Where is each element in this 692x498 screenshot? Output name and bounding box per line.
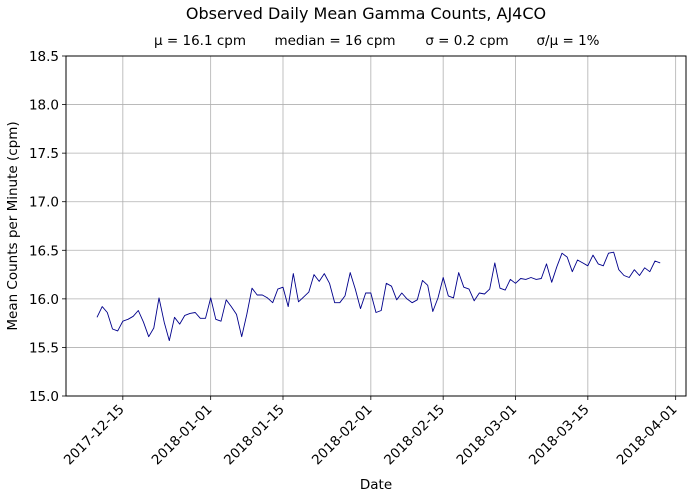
stat-cv: σ/μ = 1%: [536, 33, 599, 49]
grid: [66, 55, 686, 397]
y-tick-label: 17.0: [29, 195, 59, 211]
x-axis-label: Date: [360, 477, 392, 493]
y-tick-label: 16.5: [29, 243, 59, 259]
y-axis-label: Mean Counts per Minute (cpm): [5, 121, 21, 330]
chart-title: Observed Daily Mean Gamma Counts, AJ4CO: [186, 4, 546, 23]
x-tick-label: 2018-02-15: [381, 402, 448, 469]
x-tick-label: 2018-03-15: [526, 402, 593, 469]
y-tick-label: 18.5: [29, 49, 59, 65]
plot-frame: [65, 55, 687, 397]
x-axis: 2017-12-15 2018-01-01 2018-01-15 2018-02-01…: [61, 396, 681, 469]
y-tick-label: 16.0: [29, 292, 59, 308]
y-tick-label: 15.0: [29, 389, 59, 405]
x-tick-label: 2018-03-01: [454, 402, 521, 469]
y-tick-label: 17.5: [29, 146, 59, 162]
x-tick-label: 2018-01-15: [221, 402, 288, 469]
y-tick-label: 15.5: [29, 340, 59, 356]
y-axis: 15.0 15.5 16.0 16.5 17.0 17.5 18.0 18.5: [29, 49, 66, 405]
x-tick-label: 2018-01-01: [149, 402, 216, 469]
stat-median: median = 16 cpm: [274, 33, 395, 49]
series-line: [96, 251, 661, 342]
x-tick-label: 2017-12-15: [61, 402, 128, 469]
stat-mean: μ = 16.1 cpm: [154, 33, 246, 49]
x-tick-label: 2018-04-01: [614, 402, 681, 469]
x-tick-label: 2018-02-01: [309, 402, 376, 469]
y-tick-label: 18.0: [29, 98, 59, 114]
stat-sigma: σ = 0.2 cpm: [425, 33, 508, 49]
